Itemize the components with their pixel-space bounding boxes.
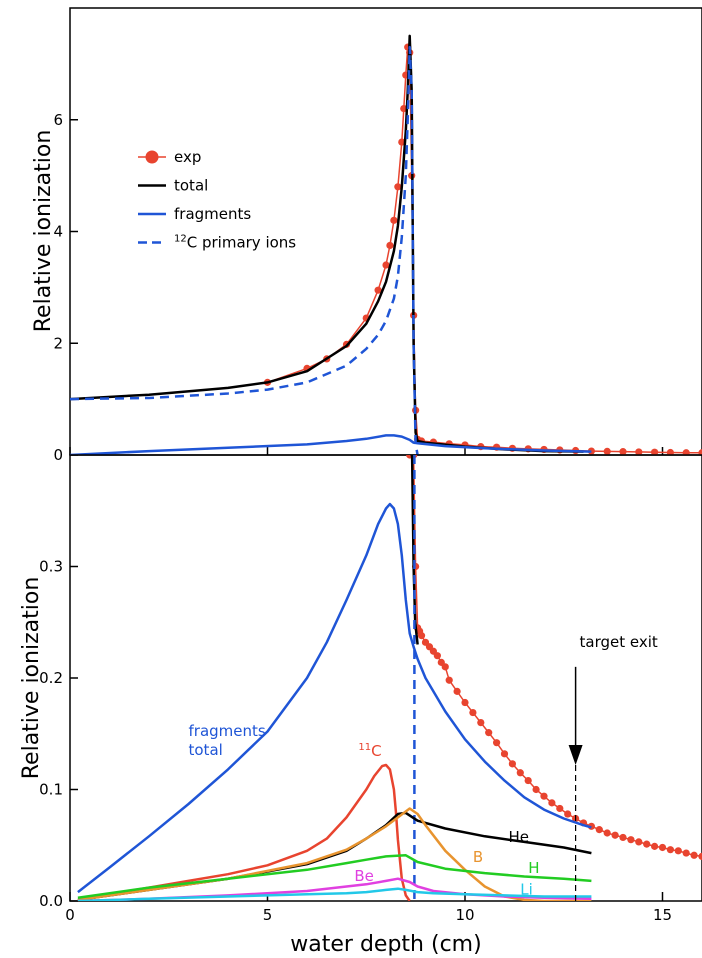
legend-marker-exp — [145, 150, 159, 164]
target-exit-arrow-head — [568, 744, 583, 765]
annotation-total: total — [189, 741, 223, 759]
bottom-exp-point — [524, 776, 532, 785]
annotation-c: 11C — [358, 742, 381, 760]
bottom-exp-point — [508, 760, 516, 768]
legend-label-total: total — [174, 177, 208, 195]
bottom-exp-point — [643, 840, 651, 848]
bottom-series-li — [77, 887, 592, 901]
bottom-x-ticks: 0 5 10 15 — [65, 892, 672, 924]
top-y-tick-label: 4 — [53, 223, 63, 241]
top-series-c-primary-ions — [70, 45, 419, 455]
top-y-axis-title: Relative ionization — [31, 130, 56, 333]
top-y-tick-label: 2 — [53, 334, 63, 352]
bottom-exp-point — [595, 826, 603, 834]
top-x-ticks — [69, 447, 664, 455]
bottom-exp-point — [469, 708, 477, 717]
bottom-exp-point — [666, 846, 675, 854]
x-axis-title: water depth (cm) — [290, 932, 481, 957]
bottom-exp-point — [651, 842, 659, 850]
bottom-exp-point — [564, 810, 572, 818]
bottom-exp-point — [619, 833, 627, 842]
bottom-x-tick-label: 10 — [455, 906, 474, 924]
bottom-exp-point — [548, 799, 556, 807]
bottom-exp-point — [417, 632, 426, 640]
legend: exp total fragments 12C primary ions — [138, 148, 296, 252]
top-exp-point — [682, 449, 690, 455]
top-exp-point — [386, 241, 394, 250]
top-exp-point — [666, 448, 674, 455]
bottom-series-c — [77, 763, 411, 901]
legend-label-exp: exp — [174, 148, 201, 166]
bottom-x-tick-label: 0 — [65, 906, 75, 924]
bottom-series — [77, 455, 702, 901]
bottom-exp-point — [674, 847, 682, 855]
bottom-exp-point — [477, 719, 485, 727]
top-series — [70, 34, 702, 455]
legend-label-fragments: fragments — [174, 205, 251, 223]
annotation-h: H — [528, 859, 539, 877]
top-exp-point — [651, 448, 659, 455]
bottom-series-fragments — [77, 502, 592, 894]
bottom-y-tick-label: 0.0 — [39, 892, 63, 910]
bottom-exp-point — [453, 687, 461, 695]
bottom-exp-point — [627, 836, 635, 844]
top-exp-point — [394, 183, 402, 191]
bottom-series-h — [77, 854, 592, 899]
bottom-exp-point — [441, 663, 449, 671]
top-series-fragments — [70, 434, 592, 455]
bottom-exp-point — [658, 843, 667, 852]
bottom-y-ticks: 0.0 0.1 0.2 0.3 — [39, 558, 78, 910]
bottom-exp-point — [690, 851, 698, 859]
top-exp-point — [398, 138, 406, 146]
bottom-exp-point — [445, 676, 453, 684]
top-exp-point — [635, 448, 643, 455]
top-exp-point — [603, 447, 611, 455]
bottom-y-tick-label: 0.2 — [39, 669, 63, 687]
top-y-tick-label: 0 — [53, 446, 63, 464]
top-panel: 0 2 4 6 Relative ionization exp total fragmen… — [31, 7, 702, 464]
annotation-fragments: fragments — [189, 722, 266, 740]
annotation-target-exit: target exit — [580, 633, 658, 651]
top-y-ticks: 0 2 4 6 — [53, 111, 78, 464]
bottom-exp-point — [698, 852, 702, 860]
bottom-exp-point — [611, 831, 619, 839]
annotation-b: B — [473, 848, 483, 866]
bottom-exp-point — [500, 750, 509, 758]
top-exp-point — [390, 216, 398, 224]
legend-label-c-primary-ions: 12C primary ions — [174, 234, 296, 252]
bottom-exp-point — [635, 838, 643, 846]
bottom-exp-point — [461, 698, 469, 707]
top-exp-point — [698, 449, 702, 455]
top-exp-point — [382, 261, 390, 269]
bottom-exp-point — [682, 849, 690, 857]
annotation-be: Be — [354, 867, 374, 885]
bottom-exp-point — [516, 769, 524, 777]
bottom-exp-point — [485, 729, 493, 737]
top-plot-frame — [69, 7, 702, 456]
bottom-exp-point — [433, 652, 441, 660]
bottom-y-axis-title: Relative ionization — [19, 577, 44, 780]
bottom-series-exp — [409, 455, 702, 858]
bottom-exp-point — [603, 829, 611, 837]
bottom-exp-point — [540, 792, 548, 800]
top-exp-point — [374, 286, 382, 294]
top-exp-point — [619, 448, 627, 455]
bottom-exp-point — [493, 739, 501, 747]
bottom-exp-point — [556, 804, 564, 813]
annotation-li: Li — [520, 880, 533, 898]
top-series-total — [70, 34, 584, 453]
bottom-x-tick-label: 5 — [263, 906, 273, 924]
bottom-y-tick-label: 0.1 — [39, 781, 63, 799]
bottom-x-tick-label: 15 — [653, 906, 672, 924]
top-y-tick-label: 6 — [53, 111, 63, 129]
bottom-y-tick-label: 0.3 — [39, 558, 63, 576]
annotation-he: He — [508, 828, 529, 846]
bottom-exp-point — [532, 785, 540, 794]
top-series-exp — [267, 46, 702, 454]
